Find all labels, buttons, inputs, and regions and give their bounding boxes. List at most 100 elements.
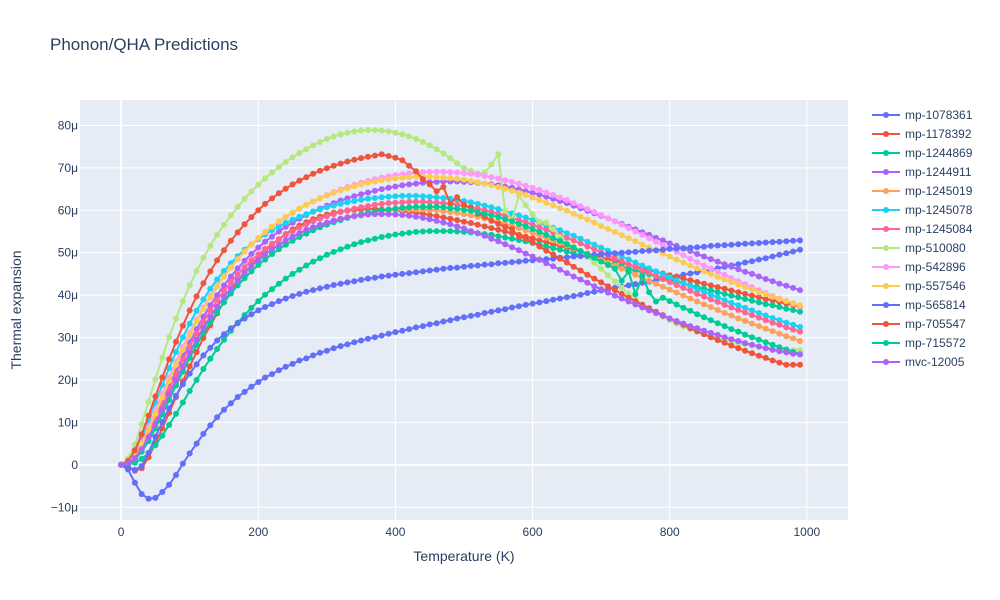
data-point — [728, 263, 735, 270]
data-point — [797, 302, 803, 309]
data-point — [762, 345, 769, 352]
data-point — [207, 344, 214, 351]
data-point — [742, 240, 749, 247]
data-point — [413, 180, 419, 187]
data-point — [701, 268, 707, 275]
data-point — [385, 176, 392, 183]
legend-item-mp-1245084[interactable]: mp-1245084 — [872, 222, 973, 236]
data-point — [742, 268, 749, 275]
data-point — [543, 256, 550, 263]
data-point — [570, 210, 577, 217]
legend-item-mp-1245019[interactable]: mp-1245019 — [872, 184, 973, 198]
legend-item-mp-1078361[interactable]: mp-1078361 — [872, 108, 973, 122]
data-point — [426, 181, 433, 188]
data-point — [666, 245, 673, 252]
data-point — [248, 241, 255, 248]
legend-label: mp-1178392 — [905, 127, 972, 141]
legend-item-mp-542896[interactable]: mp-542896 — [872, 260, 966, 274]
data-point — [371, 334, 378, 341]
data-point — [563, 241, 570, 248]
data-point — [241, 388, 248, 395]
data-point — [378, 332, 385, 339]
legend-item-mp-510080[interactable]: mp-510080 — [872, 241, 966, 255]
data-point — [118, 461, 125, 468]
legend-item-mp-1178392[interactable]: mp-1178392 — [872, 127, 972, 141]
legend-item-mp-557546[interactable]: mp-557546 — [872, 279, 966, 293]
data-point — [570, 293, 577, 299]
legend-item-mp-705547[interactable]: mp-705547 — [872, 317, 966, 331]
data-point — [255, 379, 262, 386]
data-point — [337, 280, 344, 287]
data-point — [598, 251, 605, 258]
legend-marker-icon — [883, 321, 889, 327]
data-point — [344, 185, 351, 192]
data-point — [529, 194, 536, 201]
data-point — [454, 175, 461, 182]
data-point — [131, 455, 138, 462]
data-point — [605, 262, 611, 268]
data-point — [214, 231, 221, 238]
legend-item-mp-1244911[interactable]: mp-1244911 — [872, 165, 972, 179]
data-point — [488, 308, 495, 315]
data-point — [186, 370, 193, 377]
legend-item-mvc-12005[interactable]: mvc-12005 — [872, 355, 965, 369]
x-tick-label: 800 — [660, 525, 680, 539]
data-point — [632, 271, 639, 278]
data-point — [310, 218, 317, 225]
legend-item-mp-1245078[interactable]: mp-1245078 — [872, 203, 973, 217]
data-point — [584, 243, 591, 250]
data-point — [255, 207, 262, 214]
data-point — [550, 226, 557, 232]
data-point — [577, 253, 584, 260]
data-point — [433, 168, 440, 175]
data-point — [221, 299, 227, 306]
legend-item-mp-565814[interactable]: mp-565814 — [872, 298, 966, 312]
data-point — [755, 273, 762, 280]
data-point — [296, 230, 303, 237]
data-point — [488, 212, 495, 219]
data-point — [467, 178, 474, 184]
legend-item-mp-1244869[interactable]: mp-1244869 — [872, 146, 973, 160]
legend-label: mp-557546 — [905, 279, 966, 293]
data-point — [632, 228, 639, 235]
data-point — [666, 315, 673, 322]
data-point — [577, 213, 584, 220]
data-point — [433, 203, 440, 210]
data-point — [714, 337, 721, 344]
data-point — [330, 248, 337, 255]
data-point — [570, 273, 577, 280]
data-point — [303, 211, 310, 218]
data-point — [385, 330, 392, 337]
data-point — [474, 209, 481, 215]
data-point — [618, 232, 625, 239]
data-point — [221, 293, 227, 300]
data-point — [193, 336, 200, 343]
data-point — [762, 296, 769, 302]
data-point — [673, 282, 680, 288]
data-point — [495, 220, 502, 227]
data-point — [783, 324, 790, 331]
data-point — [426, 203, 433, 210]
data-point — [563, 294, 570, 301]
data-point — [248, 304, 255, 311]
legend-item-mp-715572[interactable]: mp-715572 — [872, 336, 966, 350]
data-point — [323, 165, 330, 172]
data-point — [618, 258, 625, 265]
data-point — [488, 225, 495, 232]
data-point — [317, 206, 323, 213]
data-point — [227, 290, 234, 297]
data-point — [351, 278, 358, 285]
data-point — [378, 151, 385, 158]
data-point — [502, 177, 509, 184]
data-point — [694, 244, 701, 251]
data-point — [166, 334, 173, 341]
data-point — [269, 286, 275, 293]
legend-marker-icon — [883, 226, 889, 232]
data-point — [707, 296, 714, 303]
data-point — [344, 279, 351, 286]
data-point — [646, 247, 653, 254]
data-point — [591, 259, 598, 266]
data-point — [797, 287, 803, 294]
data-point — [166, 391, 173, 398]
data-point — [214, 414, 221, 421]
